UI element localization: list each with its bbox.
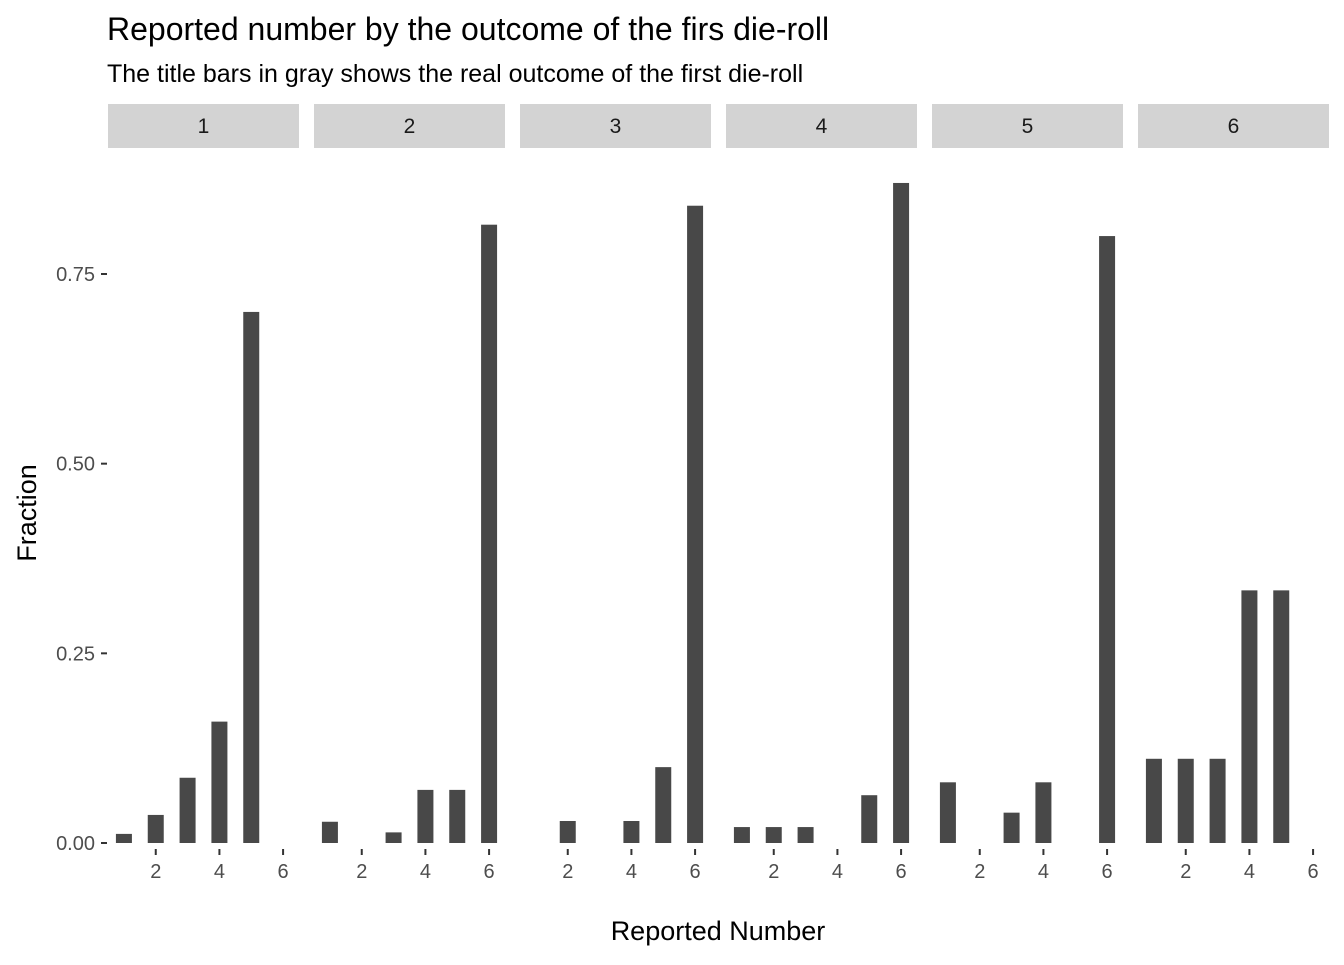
bar	[733, 827, 750, 843]
chart-title: Reported number by the outcome of the fi…	[107, 11, 829, 47]
bar	[1241, 590, 1258, 843]
bar	[449, 789, 466, 843]
bar	[243, 311, 260, 843]
bar	[321, 821, 338, 843]
facet-strip	[520, 104, 711, 148]
x-tick-label: 6	[278, 861, 289, 883]
bar	[687, 205, 704, 844]
facet-strip-label: 1	[198, 115, 210, 138]
bar	[1177, 758, 1194, 843]
bar	[623, 820, 640, 843]
x-tick-label: 6	[1308, 861, 1319, 883]
bar	[385, 832, 402, 843]
x-axis-title: Reported Number	[611, 916, 826, 946]
x-tick-label: 2	[768, 861, 779, 883]
bar	[115, 833, 132, 843]
y-tick-label: 0.25	[56, 643, 95, 665]
facet-strip	[726, 104, 917, 148]
y-axis-title: Fraction	[12, 464, 42, 562]
x-tick-label: 4	[1038, 861, 1049, 883]
x-tick-label: 6	[896, 861, 907, 883]
facet-strip-label: 6	[1228, 115, 1240, 138]
facet-strip-label: 4	[816, 115, 828, 138]
facet-panel: 1 2 4 6	[108, 104, 299, 883]
bar	[211, 721, 228, 843]
facet-strip	[1138, 104, 1329, 148]
bar	[797, 827, 814, 843]
x-tick-label: 6	[484, 861, 495, 883]
x-tick-label: 2	[356, 861, 367, 883]
bar	[1035, 782, 1052, 843]
bar	[1003, 812, 1020, 843]
bar	[655, 767, 672, 843]
x-tick-label: 4	[626, 861, 637, 883]
bar	[1209, 758, 1226, 843]
facet-strip	[108, 104, 299, 148]
x-tick-label: 4	[1244, 861, 1255, 883]
x-tick-label: 4	[420, 861, 431, 883]
facet-panel: 5 2 4 6	[932, 104, 1123, 883]
x-tick-label: 2	[562, 861, 573, 883]
facet-strip-label: 5	[1022, 115, 1034, 138]
bar	[1145, 758, 1162, 843]
y-tick-label: 0.75	[56, 264, 95, 286]
x-tick-label: 2	[150, 861, 161, 883]
bar	[147, 814, 164, 843]
facet-strip	[314, 104, 505, 148]
facet-panel: 3 2 4 6	[520, 104, 711, 883]
bar	[765, 827, 782, 843]
facet-panels: 1 2 4 6 2 2 4 6 3 2 4 6 4 2 4 6 5 2 4 6 6 2 4 6	[108, 104, 1329, 883]
y-tick-label: 0.50	[56, 454, 95, 476]
facet-strip-label: 2	[404, 115, 416, 138]
x-tick-label: 4	[214, 861, 225, 883]
facet-panel: 6 2 4 6	[1138, 104, 1329, 883]
bar	[939, 782, 956, 843]
bar	[893, 182, 910, 843]
bar	[1273, 590, 1290, 843]
x-tick-label: 6	[1102, 861, 1113, 883]
x-tick-label: 2	[1180, 861, 1191, 883]
bar	[481, 224, 498, 844]
y-tick-label: 0.00	[56, 833, 95, 855]
y-axis: 0.00 0.25 0.50 0.75	[56, 264, 107, 855]
bar	[861, 795, 878, 843]
chart-subtitle: The title bars in gray shows the real ou…	[107, 60, 803, 88]
x-tick-label: 6	[690, 861, 701, 883]
bar	[179, 777, 196, 843]
bar	[559, 820, 576, 843]
facet-panel: 4 2 4 6	[726, 104, 917, 883]
facet-strip-label: 3	[610, 115, 622, 138]
x-tick-label: 4	[832, 861, 843, 883]
bar	[1099, 236, 1116, 844]
bar	[417, 789, 434, 843]
facet-strip	[932, 104, 1123, 148]
x-tick-label: 2	[974, 861, 985, 883]
facet-panel: 2 2 4 6	[314, 104, 505, 883]
